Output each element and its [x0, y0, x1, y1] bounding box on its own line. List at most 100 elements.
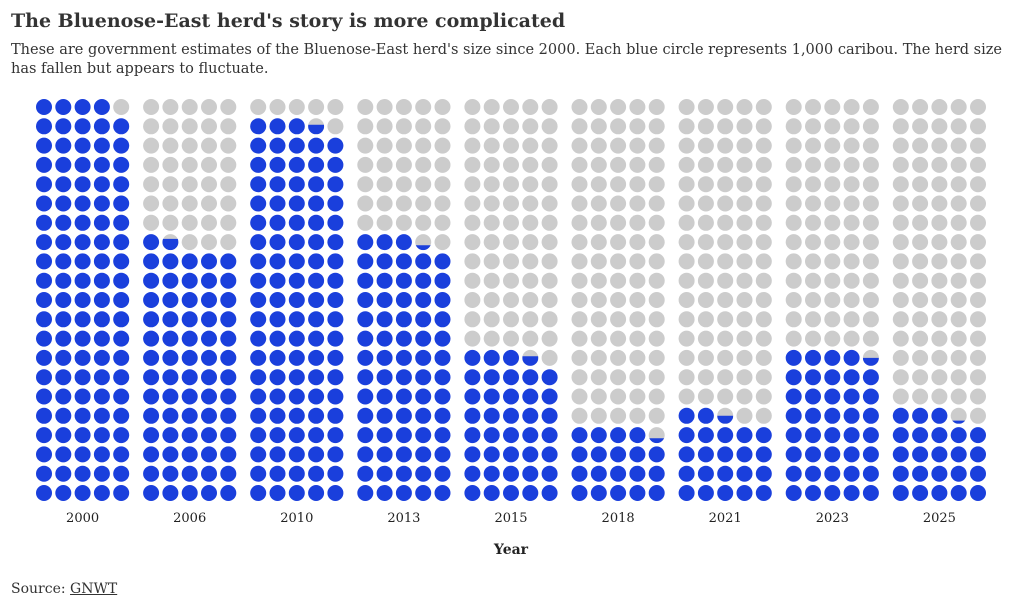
filled-circle [824, 407, 841, 424]
empty-circle [571, 214, 588, 231]
empty-circle [629, 311, 646, 328]
empty-circle [862, 195, 879, 212]
empty-circle [522, 176, 539, 193]
filled-circle [36, 407, 52, 424]
filled-circle [220, 465, 237, 482]
empty-circle [931, 292, 948, 308]
filled-circle [36, 253, 52, 270]
filled-circle [74, 137, 91, 154]
empty-circle [629, 330, 646, 347]
filled-circle [201, 465, 217, 482]
filled-circle [434, 388, 451, 405]
empty-circle [736, 253, 753, 270]
filled-circle [931, 427, 948, 444]
filled-circle [93, 176, 110, 193]
filled-circle [74, 446, 91, 463]
filled-circle [843, 446, 860, 463]
filled-circle [308, 214, 325, 231]
empty-circle [541, 118, 558, 135]
empty-circle [181, 99, 198, 115]
empty-circle [590, 330, 607, 347]
filled-circle [55, 388, 72, 405]
filled-circle [571, 446, 588, 463]
empty-circle [522, 99, 539, 115]
empty-circle [629, 253, 646, 270]
filled-circle [36, 137, 52, 154]
empty-circle [357, 99, 374, 115]
source-line: Source: GNWT [11, 581, 117, 597]
filled-circle [376, 485, 393, 501]
filled-circle [269, 427, 286, 444]
empty-circle [970, 176, 986, 193]
empty-circle [629, 214, 646, 231]
empty-circle [522, 137, 539, 154]
empty-circle [697, 272, 714, 289]
empty-circle [541, 311, 558, 328]
filled-circle [113, 253, 130, 270]
empty-circle [571, 234, 588, 251]
empty-circle [181, 176, 198, 193]
partial-circle [522, 356, 539, 366]
filled-circle [308, 292, 325, 308]
empty-circle [785, 234, 802, 251]
empty-circle [824, 311, 841, 328]
filled-circle [269, 214, 286, 231]
empty-circle [610, 272, 627, 289]
empty-circle [678, 99, 695, 115]
empty-circle [678, 195, 695, 212]
filled-circle [805, 465, 821, 482]
empty-circle [610, 407, 627, 424]
filled-circle [288, 137, 305, 154]
empty-circle [755, 349, 772, 366]
empty-circle [755, 214, 772, 231]
filled-circle [805, 388, 821, 405]
source-link[interactable]: GNWT [70, 581, 118, 597]
filled-circle [308, 388, 325, 405]
filled-circle [74, 272, 91, 289]
empty-circle [931, 214, 948, 231]
empty-circle [415, 195, 432, 212]
filled-circle [843, 369, 860, 386]
waffle-column-2000 [36, 99, 130, 501]
filled-circle [824, 427, 841, 444]
empty-circle [824, 195, 841, 212]
filled-circle [862, 427, 879, 444]
filled-circle [376, 311, 393, 328]
empty-circle [970, 195, 986, 212]
empty-circle [434, 99, 451, 115]
filled-circle [74, 99, 91, 115]
filled-circle [503, 407, 519, 424]
empty-circle [824, 99, 841, 115]
filled-circle [464, 407, 481, 424]
filled-circle [395, 311, 412, 328]
filled-circle [464, 446, 481, 463]
filled-circle [55, 99, 72, 115]
filled-circle [434, 272, 451, 289]
filled-circle [181, 446, 198, 463]
filled-circle [522, 446, 539, 463]
filled-circle [269, 465, 286, 482]
empty-circle [950, 234, 967, 251]
filled-circle [610, 446, 627, 463]
filled-circle [143, 465, 160, 482]
empty-circle [785, 99, 802, 115]
empty-circle [785, 214, 802, 231]
filled-circle [785, 369, 802, 386]
empty-circle [590, 99, 607, 115]
empty-circle [824, 156, 841, 173]
filled-circle [250, 311, 267, 328]
filled-circle [269, 292, 286, 308]
filled-circle [220, 349, 237, 366]
empty-circle [610, 234, 627, 251]
empty-circle [522, 214, 539, 231]
filled-circle [805, 369, 821, 386]
empty-circle [736, 272, 753, 289]
filled-circle [162, 311, 179, 328]
empty-circle [697, 292, 714, 308]
empty-circle [590, 388, 607, 405]
empty-circle [912, 349, 929, 366]
filled-circle [113, 234, 130, 251]
filled-circle [892, 485, 909, 501]
empty-circle [648, 349, 665, 366]
empty-circle [912, 272, 929, 289]
